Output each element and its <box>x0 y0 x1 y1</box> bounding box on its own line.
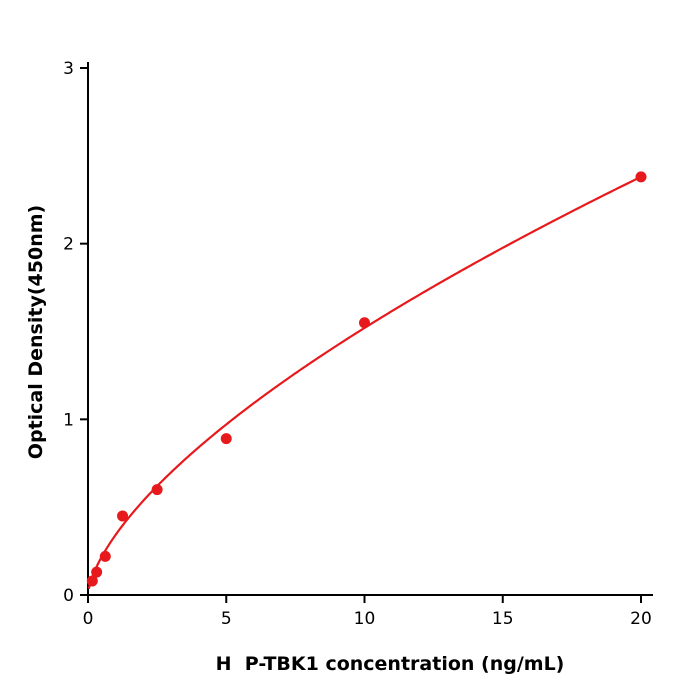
data-point <box>99 550 111 562</box>
data-point <box>91 566 103 578</box>
data-point <box>359 317 370 329</box>
data-point <box>635 171 647 183</box>
x-tick-label: 10 <box>354 609 376 629</box>
y-tick-label: 3 <box>63 59 74 79</box>
x-axis-label: H P-TBK1 concentration (ng/mL) <box>216 653 565 675</box>
x-tick-label: 15 <box>492 609 514 629</box>
fit-curve <box>87 175 642 590</box>
x-tick-label: 0 <box>83 609 94 629</box>
data-point <box>117 510 129 522</box>
data-point <box>220 433 232 445</box>
data-point <box>86 575 98 587</box>
y-tick-label: 2 <box>63 235 74 255</box>
y-tick-label: 1 <box>63 410 74 430</box>
y-axis-label: Optical Density(450nm) <box>25 205 47 459</box>
x-tick-label: 5 <box>221 609 232 629</box>
x-tick-label: 20 <box>630 609 652 629</box>
data-point <box>151 484 163 496</box>
y-tick-label: 0 <box>63 586 74 606</box>
plot-layer: 0 5 10 15 20 0 1 2 3 <box>63 59 653 629</box>
